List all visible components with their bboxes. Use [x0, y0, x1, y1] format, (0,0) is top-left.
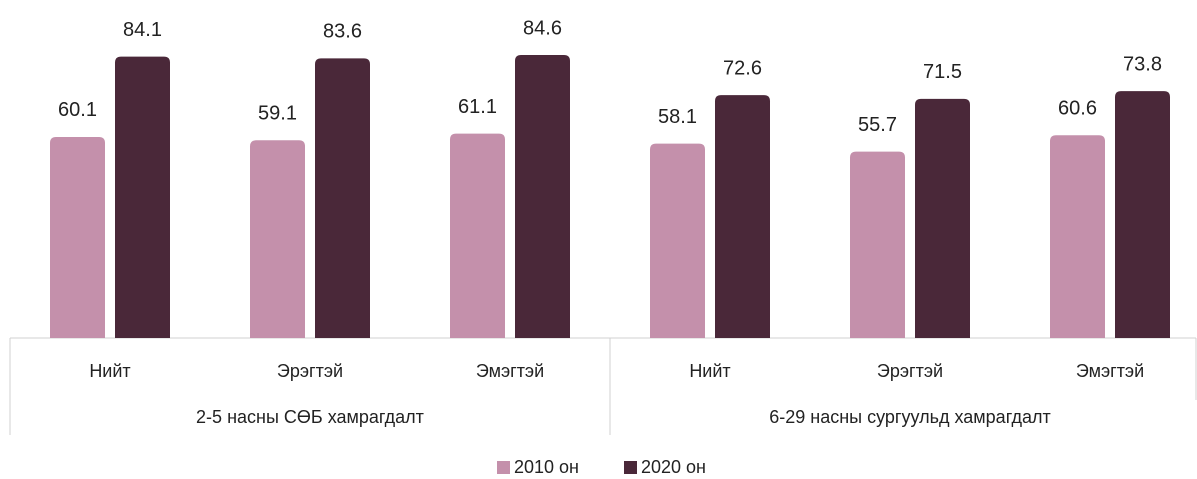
x-tick-label: Нийт: [89, 361, 130, 381]
data-label: 59.1: [258, 103, 297, 125]
bar: [1050, 135, 1105, 338]
data-label: 61.1: [458, 96, 497, 118]
data-label: 73.8: [1123, 53, 1162, 75]
bar: [715, 95, 770, 338]
bar: [850, 151, 905, 338]
bar: [250, 140, 305, 338]
data-label: 84.1: [123, 19, 162, 41]
legend-label: 2010 он: [514, 457, 579, 477]
group-label: 2-5 насны СӨБ хамрагдалт: [196, 407, 424, 427]
data-label: 60.6: [1058, 98, 1097, 120]
x-tick-label: Нийт: [689, 361, 730, 381]
data-label: 83.6: [323, 21, 362, 43]
data-label: 58.1: [658, 106, 697, 128]
x-tick-label: Эрэгтэй: [277, 361, 343, 381]
bar: [115, 56, 170, 339]
bar: [450, 133, 505, 338]
x-tick-label: Эмэгтэй: [1076, 361, 1144, 381]
bar: [515, 55, 570, 338]
data-label: 55.7: [858, 114, 897, 136]
data-label: 71.5: [923, 61, 962, 83]
bar: [650, 143, 705, 338]
x-tick-label: Эмэгтэй: [476, 361, 544, 381]
legend-swatch: [624, 461, 637, 474]
bar: [50, 136, 105, 338]
legend-swatch: [497, 461, 510, 474]
bar: [1115, 91, 1170, 338]
data-label: 84.6: [523, 17, 562, 39]
legend-label: 2020 он: [641, 457, 706, 477]
data-label: 60.1: [58, 99, 97, 121]
x-tick-label: Эрэгтэй: [877, 361, 943, 381]
group-label: 6-29 насны сургуульд хамрагдалт: [769, 407, 1050, 427]
data-label: 72.6: [723, 57, 762, 79]
bar: [315, 58, 370, 338]
bar: [915, 98, 970, 339]
